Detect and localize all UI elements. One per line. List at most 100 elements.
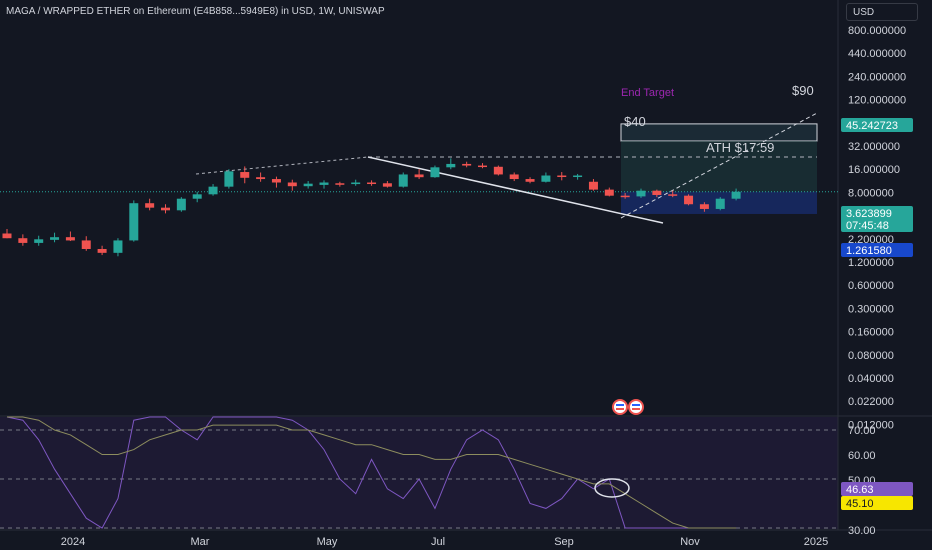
candle bbox=[176, 198, 186, 211]
candle bbox=[557, 175, 567, 178]
price-tick-label: 8.000000 bbox=[848, 187, 894, 199]
price-tick-label: 0.040000 bbox=[848, 373, 894, 385]
candle bbox=[145, 203, 155, 208]
candle bbox=[478, 165, 487, 168]
rsi-background bbox=[0, 417, 838, 529]
candle bbox=[256, 177, 266, 180]
downtrend-line[interactable] bbox=[367, 156, 664, 224]
price-tick-label: 0.600000 bbox=[848, 280, 894, 292]
candle bbox=[240, 172, 250, 178]
candle bbox=[161, 207, 170, 211]
candle bbox=[715, 198, 725, 209]
rsi-line bbox=[6, 416, 737, 529]
price-tick-label: 0.160000 bbox=[848, 327, 894, 339]
stop-price-label: 1.261580 bbox=[846, 245, 892, 257]
candle bbox=[129, 203, 139, 241]
end-target-box[interactable] bbox=[620, 123, 818, 142]
rsi-value-label: 46.63 bbox=[846, 484, 874, 496]
candle bbox=[620, 195, 630, 198]
candle bbox=[414, 174, 424, 178]
candle bbox=[684, 195, 694, 205]
countdown-label: 07:45:48 bbox=[846, 220, 889, 232]
candle bbox=[192, 194, 202, 199]
rsi-value-label-bg bbox=[841, 482, 913, 496]
candle bbox=[287, 182, 297, 187]
candle bbox=[18, 238, 28, 243]
candle bbox=[335, 183, 345, 185]
current-price-bg bbox=[841, 206, 913, 232]
end-target-label: End Target bbox=[621, 87, 674, 99]
price-tick-label: 120.000000 bbox=[848, 95, 906, 107]
price-tick-label: 0.022000 bbox=[848, 396, 894, 408]
profit-zone bbox=[621, 141, 817, 192]
currency-selector[interactable]: USD bbox=[846, 3, 918, 21]
target-price-label-bg bbox=[841, 118, 913, 132]
time-tick-label: Nov bbox=[680, 536, 700, 548]
candle bbox=[97, 248, 107, 253]
target-40-label: $40 bbox=[624, 114, 646, 129]
candle bbox=[636, 190, 646, 197]
candle bbox=[271, 179, 281, 183]
candle bbox=[668, 194, 678, 196]
candle bbox=[34, 239, 44, 243]
candle bbox=[2, 233, 12, 239]
rsi-ma-value-label-bg bbox=[841, 496, 913, 510]
candle bbox=[367, 182, 377, 185]
candle bbox=[588, 181, 598, 190]
price-tick-label: 0.012000 bbox=[848, 419, 894, 431]
candle bbox=[208, 186, 218, 195]
price-tick-label: 32.000000 bbox=[848, 141, 900, 153]
price-tick-label: 2.200000 bbox=[848, 234, 894, 246]
candle bbox=[50, 237, 60, 240]
flag-icon[interactable] bbox=[628, 399, 644, 415]
candle bbox=[604, 189, 614, 196]
candle bbox=[81, 240, 91, 249]
candle bbox=[224, 171, 234, 187]
chart-title: MAGA / WRAPPED ETHER on Ethereum (E4B858… bbox=[6, 6, 385, 17]
rsi-circle-annotation bbox=[594, 478, 630, 498]
time-tick-label: Jul bbox=[431, 536, 445, 548]
candle bbox=[303, 183, 313, 187]
current-price-label: 3.623899 bbox=[846, 208, 892, 220]
candle bbox=[652, 190, 662, 195]
rsi-ma-value-label: 45.10 bbox=[846, 498, 874, 510]
stop-price-label-bg bbox=[841, 243, 913, 257]
time-tick-label: 2025 bbox=[804, 536, 828, 548]
price-tick-label: 440.000000 bbox=[848, 48, 906, 60]
ath-label: ATH $17.59 bbox=[706, 140, 774, 155]
candle bbox=[351, 182, 361, 185]
candle bbox=[509, 174, 519, 180]
candle bbox=[430, 167, 440, 178]
price-tick-label: 1.200000 bbox=[848, 257, 894, 269]
rsi-ma-line bbox=[7, 416, 737, 529]
price-tick-label: 0.080000 bbox=[848, 350, 894, 362]
candle bbox=[573, 175, 583, 178]
flag-icon[interactable] bbox=[612, 399, 628, 415]
target-price-label: 45.242723 bbox=[846, 120, 898, 132]
rsi-tick-label: 60.00 bbox=[848, 450, 876, 462]
candle bbox=[699, 204, 709, 209]
candle bbox=[525, 179, 535, 182]
time-tick-label: Sep bbox=[554, 536, 574, 548]
time-tick-label: 2024 bbox=[61, 536, 85, 548]
candle bbox=[493, 166, 503, 175]
candle bbox=[65, 237, 75, 241]
candle bbox=[382, 183, 392, 187]
target-projection-line bbox=[620, 112, 818, 219]
price-tick-label: 240.000000 bbox=[848, 71, 906, 83]
candle bbox=[398, 174, 408, 187]
rsi-tick-label: 70.00 bbox=[848, 425, 876, 437]
candle bbox=[446, 163, 456, 168]
candle bbox=[113, 240, 123, 253]
time-tick-label: Mar bbox=[191, 536, 210, 548]
candle bbox=[319, 182, 329, 185]
candle bbox=[462, 163, 472, 166]
price-tick-label: 800.000000 bbox=[848, 25, 906, 37]
price-tick-label: 16.000000 bbox=[848, 164, 900, 176]
time-tick-label: May bbox=[317, 536, 338, 548]
candle bbox=[731, 191, 741, 199]
rsi-tick-label: 30.00 bbox=[848, 525, 876, 537]
price-tick-label: 0.300000 bbox=[848, 303, 894, 315]
candle bbox=[541, 175, 551, 182]
